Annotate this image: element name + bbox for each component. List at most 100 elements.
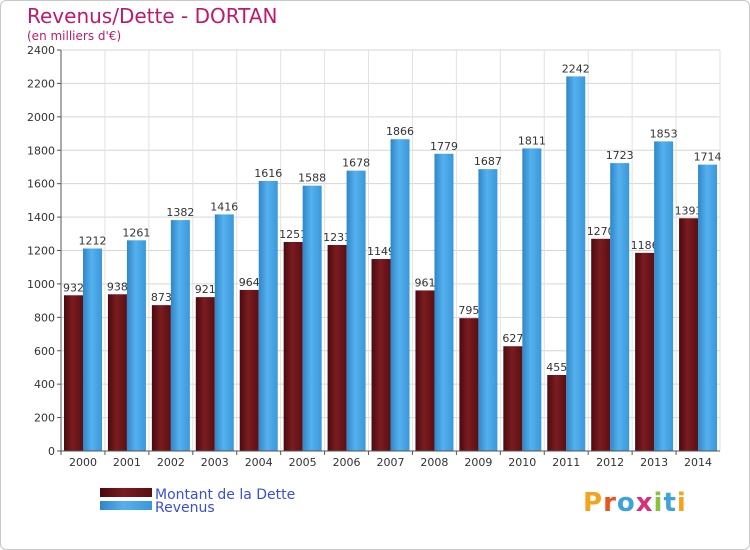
y-tick-label: 1200 <box>27 245 55 258</box>
y-tick-label: 200 <box>34 412 55 425</box>
chart-subtitle: (en milliers d'€) <box>27 29 122 43</box>
bar-dette-2011 <box>547 374 567 451</box>
label-dette-2011: 455 <box>546 361 567 374</box>
logo-letter: t <box>663 488 677 518</box>
x-tick-label: 2010 <box>508 456 536 469</box>
label-dette-2003: 921 <box>195 283 216 296</box>
x-tick-label: 2014 <box>684 456 712 469</box>
logo-letter: r <box>603 488 617 518</box>
x-tick-label: 2012 <box>596 456 624 469</box>
label-revenus-2004: 1616 <box>254 167 282 180</box>
x-tick-label: 2005 <box>289 456 317 469</box>
y-tick-label: 2400 <box>27 44 55 57</box>
bar-dette-2008 <box>415 290 435 451</box>
label-dette-2013: 1186 <box>631 239 659 252</box>
y-tick-label: 1600 <box>27 178 55 191</box>
label-revenus-2007: 1866 <box>386 125 414 138</box>
y-tick-label: 2200 <box>27 77 55 90</box>
bar-revenus-2007 <box>390 139 410 451</box>
x-tick-label: 2002 <box>157 456 185 469</box>
bar-revenus-2012 <box>610 163 630 451</box>
bar-dette-2006 <box>327 244 347 451</box>
bar-revenus-2011 <box>566 76 586 451</box>
label-dette-2008: 961 <box>414 276 435 289</box>
x-axis: 2000 2001 2002 2003 2004 2005 2006 2007 2008 2009… <box>60 450 720 469</box>
legend-swatch <box>100 501 152 510</box>
label-dette-2002: 873 <box>151 291 172 304</box>
label-dette-2004: 964 <box>239 276 260 289</box>
x-tick-label: 2000 <box>69 456 97 469</box>
label-dette-2009: 795 <box>458 304 479 317</box>
label-revenus-2012: 1723 <box>606 149 634 162</box>
bar-dette-2001 <box>107 294 127 451</box>
logo-letter: i <box>653 488 664 518</box>
x-tick-label: 2007 <box>377 456 405 469</box>
x-tick-label: 2001 <box>113 456 141 469</box>
label-revenus-2014: 1714 <box>694 151 722 164</box>
y-tick-label: 800 <box>34 311 55 324</box>
logo-letter: o <box>616 488 636 518</box>
legend-label: Montant de la Dette <box>155 487 295 503</box>
label-revenus-2008: 1779 <box>430 140 458 153</box>
y-tick-label: 1400 <box>27 211 55 224</box>
bar-revenus-2001 <box>126 240 146 451</box>
x-tick-label: 2006 <box>333 456 361 469</box>
chart-title: Revenus/Dette - DORTAN <box>27 4 278 28</box>
label-revenus-2005: 1588 <box>298 172 326 185</box>
legend-label: Revenus <box>155 500 215 516</box>
y-tick-label: 0 <box>48 445 55 458</box>
bar-revenus-2000 <box>83 248 102 451</box>
bar-revenus-2005 <box>302 185 322 451</box>
y-tick-label: 2000 <box>27 111 55 124</box>
bar-revenus-2010 <box>522 148 542 451</box>
bar-dette-2014 <box>679 218 699 451</box>
bar-revenus-2004 <box>258 180 278 451</box>
bar-dette-2003 <box>195 297 215 451</box>
x-tick-label: 2008 <box>420 456 448 469</box>
bar-revenus-2014 <box>698 164 718 451</box>
y-axis: 0 200 400 600 800 1000 1200 1400 1600 1800 2000 220… <box>27 44 62 458</box>
bar-dette-2000 <box>64 295 83 451</box>
logo-letter: P <box>583 488 604 518</box>
y-tick-label: 600 <box>34 345 55 358</box>
label-revenus-2011: 2242 <box>562 62 590 75</box>
bar-dette-2005 <box>283 241 303 451</box>
y-tick-label: 1000 <box>27 278 55 291</box>
y-tick-label: 1800 <box>27 144 55 157</box>
bar-dette-2004 <box>239 289 259 451</box>
bars: 932 938 873 921 964 1251 1233 1149 961 795 627 455 1… <box>63 62 722 452</box>
bar-dette-2002 <box>151 305 171 451</box>
label-revenus-2000: 1212 <box>79 234 107 247</box>
x-tick-label: 2004 <box>245 456 273 469</box>
label-dette-2007: 1149 <box>367 245 395 258</box>
label-revenus-2001: 1261 <box>122 226 150 239</box>
label-dette-2012: 1270 <box>587 225 615 238</box>
bar-revenus-2009 <box>478 169 498 451</box>
label-dette-2010: 627 <box>502 332 523 345</box>
x-tick-label: 2009 <box>464 456 492 469</box>
legend-swatch <box>100 488 152 497</box>
label-revenus-2013: 1853 <box>650 127 678 140</box>
bar-revenus-2008 <box>434 153 454 452</box>
logo-letter: x <box>635 488 654 518</box>
label-dette-2014: 1393 <box>675 204 703 217</box>
x-tick-label: 2003 <box>201 456 229 469</box>
bar-revenus-2013 <box>654 141 674 451</box>
y-tick-label: 400 <box>34 378 55 391</box>
logo-letter: i <box>676 488 687 518</box>
bar-dette-2010 <box>503 346 523 451</box>
bar-dette-2009 <box>459 318 479 451</box>
bar-revenus-2002 <box>170 220 190 451</box>
label-revenus-2010: 1811 <box>518 134 546 147</box>
label-revenus-2002: 1382 <box>166 206 194 219</box>
label-dette-2001: 938 <box>107 280 128 293</box>
label-revenus-2003: 1416 <box>210 200 238 213</box>
x-tick-label: 2011 <box>552 456 580 469</box>
label-dette-2000: 932 <box>63 281 84 294</box>
label-dette-2006: 1233 <box>323 231 351 244</box>
bar-dette-2012 <box>591 238 611 451</box>
bar-revenus-2003 <box>214 214 234 451</box>
label-revenus-2006: 1678 <box>342 157 370 170</box>
